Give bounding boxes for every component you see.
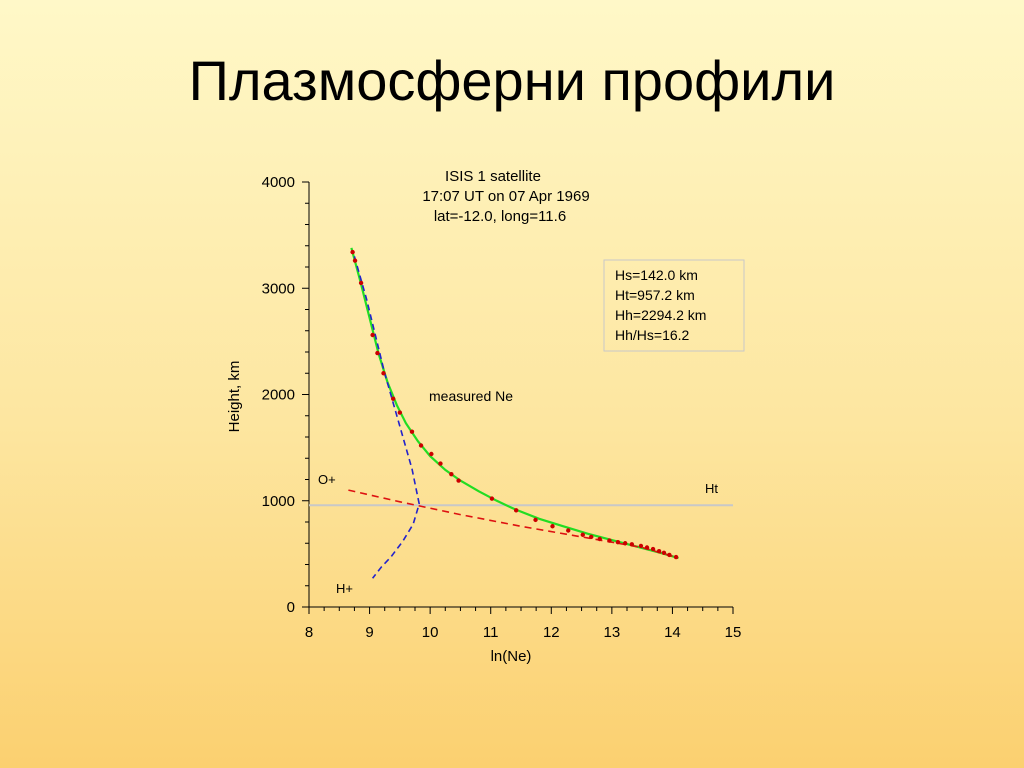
info-box-line: Hh/Hs=16.2 <box>615 327 690 343</box>
measured-point <box>358 280 364 286</box>
measured-point <box>533 517 538 523</box>
info-box <box>603 259 745 352</box>
measured-point <box>589 534 594 540</box>
plot-area: 8 9 10 11 12 13 14 15 0 1000 2000 3000 4000 ln(Ne) Hei… <box>226 168 745 665</box>
measured-point <box>429 451 434 457</box>
measured-point <box>409 429 415 434</box>
page-title: Плазмосферни профили <box>188 49 836 112</box>
x-tick-label: 9 <box>365 624 373 641</box>
chart-title-line: ISIS 1 satellite <box>445 168 541 185</box>
measured-point <box>597 536 602 542</box>
info-box-line: Hh=2294.2 km <box>615 307 706 323</box>
x-tick-label: 8 <box>305 624 313 641</box>
measured-point <box>644 545 650 550</box>
y-tick-label: 2000 <box>262 387 295 404</box>
info-box-line: Hs=142.0 km <box>615 267 698 283</box>
measured-point <box>607 538 612 543</box>
measured-point <box>438 461 443 466</box>
measured-point <box>622 541 628 546</box>
measured-point <box>381 371 386 376</box>
measured-point <box>352 258 358 263</box>
measured-point <box>513 508 519 513</box>
measured-point <box>350 249 355 255</box>
measured-point <box>673 554 679 560</box>
y-tick-label: 3000 <box>262 280 295 297</box>
x-tick-label: 12 <box>543 624 560 641</box>
measured-label: measured Ne <box>429 388 513 404</box>
measured-point <box>566 528 571 533</box>
y-tick-label: 1000 <box>262 493 295 510</box>
measured-point <box>550 524 555 529</box>
measured-point <box>489 496 495 501</box>
info-box-line: Ht=957.2 km <box>615 287 695 303</box>
measured-point <box>629 542 635 547</box>
measured-point <box>650 546 656 552</box>
y-axis-label: Height, km <box>226 361 243 433</box>
measured-point <box>661 550 667 556</box>
ht-label: Ht <box>705 481 718 496</box>
x-tick-label: 14 <box>664 624 681 641</box>
o-plus-line <box>348 489 676 558</box>
measured-point <box>615 539 621 545</box>
chart-title-line: 17:07 UT on 07 Apr 1969 <box>422 188 589 205</box>
measured-point <box>638 543 644 549</box>
measured-point <box>370 332 375 338</box>
measured-point <box>397 410 403 415</box>
measured-point <box>667 552 672 558</box>
measured-point <box>580 532 585 537</box>
x-axis-label: ln(Ne) <box>491 648 532 665</box>
measured-point <box>449 471 454 477</box>
y-tick-label: 4000 <box>262 174 295 191</box>
x-tick-label: 15 <box>725 624 742 641</box>
measured-point <box>390 396 396 401</box>
measured-point <box>456 478 461 483</box>
measured-point <box>656 549 662 554</box>
x-tick-label: 13 <box>604 624 621 641</box>
h-plus-label: H+ <box>336 581 353 596</box>
o-plus-label: O+ <box>318 472 336 487</box>
chart-title-line: lat=-12.0, long=11.6 <box>434 208 566 225</box>
measured-point <box>418 443 424 448</box>
h-plus-line <box>353 256 421 579</box>
y-tick-label: 0 <box>287 599 295 616</box>
x-tick-label: 11 <box>483 624 499 641</box>
measured-point <box>375 350 380 356</box>
x-tick-label: 10 <box>422 624 439 641</box>
